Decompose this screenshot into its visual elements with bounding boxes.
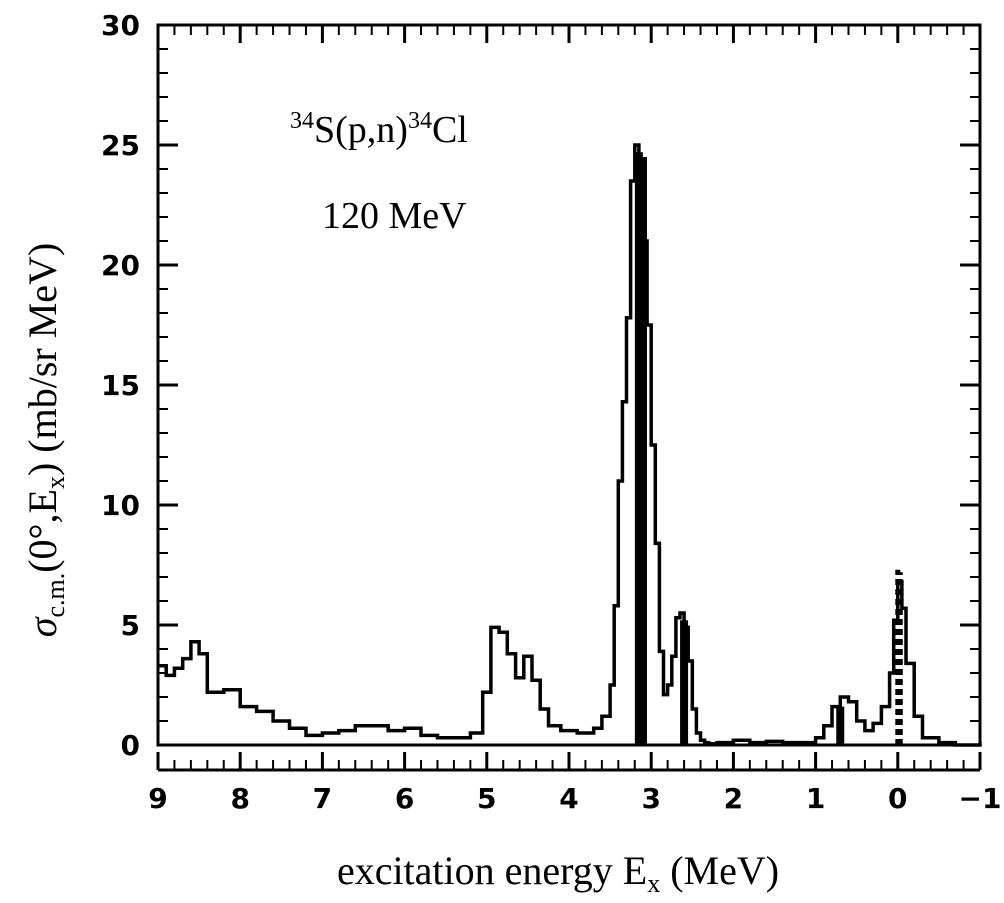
plot-frame xyxy=(156,23,982,747)
x-tick-label: 8 xyxy=(230,782,249,815)
series-layer xyxy=(158,143,982,747)
x-axis-title-main: excitation energy E xyxy=(337,848,647,893)
x-tick-label: 1 xyxy=(806,782,825,815)
x-tick-label: 2 xyxy=(724,782,743,815)
x-tick-label: 7 xyxy=(313,782,332,815)
annotation-energy: 120 MeV xyxy=(322,195,467,237)
x-tick-label: 5 xyxy=(477,782,496,815)
y-tick-label: 5 xyxy=(121,609,140,642)
x-axis-title-unit: (MeV) xyxy=(660,848,779,893)
x-tick-label: −1 xyxy=(959,782,1002,815)
y-axis-title-sigma: σ xyxy=(20,616,65,637)
x-tick-label: 9 xyxy=(148,782,167,815)
x-tick-label: 0 xyxy=(888,782,907,815)
annotation-sup1: 34 xyxy=(290,108,314,134)
annotation-sup2: 34 xyxy=(408,108,432,134)
y-axis-title-sub: c.m. xyxy=(41,573,70,618)
y-axis-title-unit: ) (mb/sr MeV) xyxy=(20,243,65,476)
x-tick-label: 3 xyxy=(641,782,660,815)
y-axis-title: σc.m.(0°,Ex) (mb/sr MeV) xyxy=(20,243,70,638)
y-tick-label: 15 xyxy=(101,369,140,402)
annotation-reaction: 34S(p,n)34Cl xyxy=(290,108,468,151)
annotation-mid: S(p,n) xyxy=(314,109,408,151)
x-axis-title-sub: x xyxy=(647,869,660,898)
x-tick-label: 4 xyxy=(559,782,578,815)
y-tick-label: 25 xyxy=(101,129,140,162)
annotation-end: Cl xyxy=(432,109,468,151)
histogram-series xyxy=(158,143,982,747)
y-axis-title-rest: (0°,E xyxy=(20,489,65,573)
axes-frame xyxy=(156,23,982,772)
y-axis-title-sub2: x xyxy=(41,476,70,489)
x-axis-title: excitation energy Ex (MeV) xyxy=(337,848,779,898)
y-tick-label: 30 xyxy=(101,9,140,42)
y-tick-label: 10 xyxy=(101,489,140,522)
y-tick-label: 0 xyxy=(121,729,140,762)
x-tick-label: 6 xyxy=(395,782,414,815)
y-tick-label: 20 xyxy=(101,249,140,282)
